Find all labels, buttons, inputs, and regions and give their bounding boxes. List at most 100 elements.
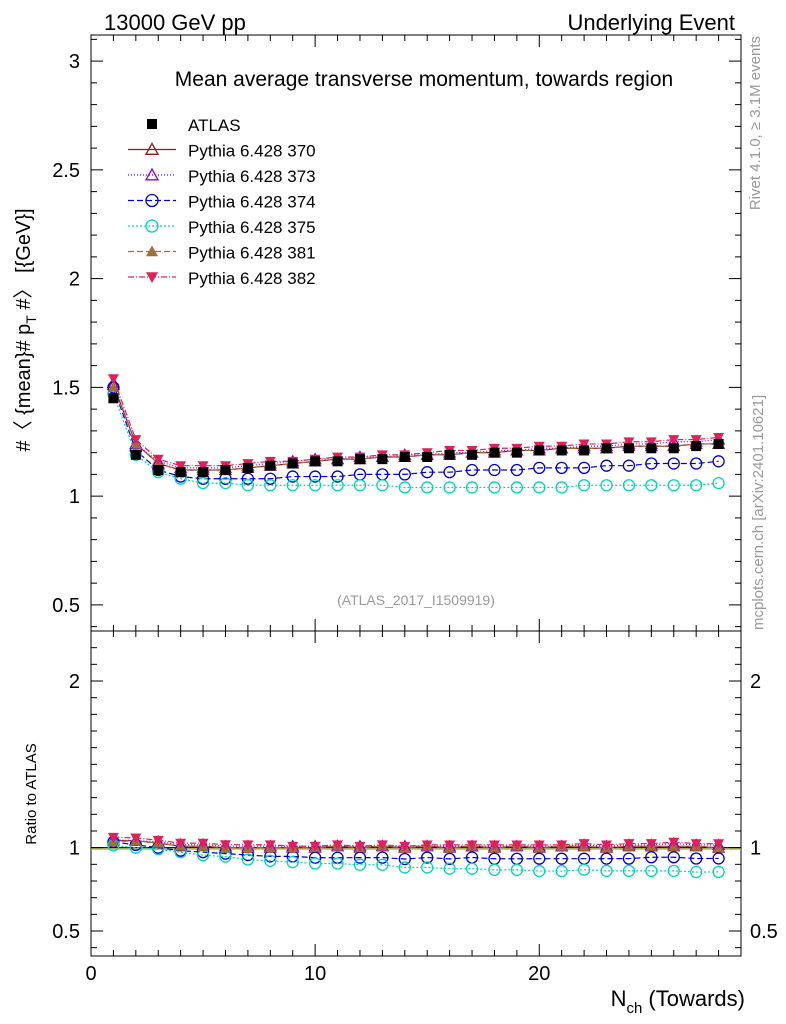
ratio-series-point [444,840,456,851]
ratio-series-point [309,841,321,852]
ratio-series-point [241,853,255,866]
y-tick-label: 3 [69,51,80,73]
ratio-y-axis-label: Ratio to ATLAS [23,743,40,844]
y-tick-label: 1 [69,486,80,508]
series-point [577,479,591,492]
series-point [555,481,568,494]
data-point [130,449,141,460]
series-point [421,481,434,494]
series-point [577,461,591,475]
series-point [107,374,119,385]
data-point [623,443,634,454]
series-point [465,481,479,494]
ratio-series-point [443,852,456,866]
data-point [534,445,545,456]
ratio-series-point [264,840,276,851]
legend-label: Pythia 6.428 373 [188,167,316,186]
legend-marker-data [147,119,157,129]
legend-label: Pythia 6.428 374 [188,193,316,212]
series-point [152,454,164,465]
series-point [196,476,210,490]
ratio-series-point [577,863,591,876]
ratio-series-point [645,864,658,878]
header-right: Underlying Event [567,10,735,35]
ratio-series-point [667,864,680,878]
series-point [308,479,322,492]
data-point [287,458,298,469]
ratio-series-point [308,857,322,870]
series-point [241,479,255,492]
ratio-series-point [286,856,299,869]
series-point [690,457,703,470]
legend-marker [145,219,159,233]
ratio-series-point [421,861,434,874]
legend-label-data: ATLAS [188,116,241,135]
data-point [265,460,276,471]
ratio-series-point [623,839,635,850]
series-point [421,466,434,479]
series-point [308,470,322,483]
ratio-series-point [667,851,680,864]
series-point [175,461,187,472]
series-point [510,463,524,477]
data-point [511,447,522,458]
ratio-series-line [113,836,719,847]
series-point [690,435,702,446]
series-point [264,479,277,492]
series-point [331,470,344,483]
legend-label: Pythia 6.428 381 [188,244,316,263]
ratio-series-point [510,863,524,877]
series-point [488,463,501,477]
ratio-series-point [421,851,434,864]
series-point [690,479,703,492]
series-point [398,468,411,481]
data-point [242,462,253,473]
data-point [332,456,343,467]
series-point [241,472,255,485]
x-tick-label: 10 [304,963,326,985]
ratio-series-point [376,840,388,851]
data-point [422,451,433,462]
ratio-series-point [354,841,366,852]
series-point [286,470,299,483]
ratio-series-point [601,840,613,851]
legend-marker [144,167,160,181]
series-point [130,435,142,446]
data-point [354,454,365,465]
series-point [398,481,411,494]
legend-marker [145,193,159,208]
y-tick-label: 1.5 [52,377,80,399]
series-point [488,481,501,494]
legend-label: Pythia 6.428 370 [188,142,316,161]
data-point [646,443,657,454]
data-point [579,445,590,456]
ratio-series-point [645,839,657,850]
series-line [112,384,719,471]
data-point [444,449,455,460]
ratio-series-point [376,851,389,864]
header-left: 13000 GeV pp [104,10,246,35]
analysis-tag: (ATLAS_2017_I1509919) [337,592,495,608]
ratio-series-point [533,864,546,878]
ratio-series-point [713,839,725,850]
ratio-series-point [690,852,703,865]
ratio-y-tick-label-right: 2 [750,671,761,693]
series-point [555,461,568,475]
ratio-series-point [488,840,500,851]
series-point [600,459,613,472]
series-point [667,479,680,492]
ratio-series-point [712,852,725,865]
ratio-axes: 0 10 20 0.5 0.5 1 1 2 2 [52,631,778,985]
ratio-series-point [398,861,411,874]
data-point [668,443,679,454]
ratio-series-point [600,852,613,865]
ratio-y-tick-label-right: 1 [750,838,761,860]
series-line [112,387,719,471]
ratio-series-point [488,863,501,877]
series-line [112,378,719,467]
series-point [533,481,546,494]
x-tick-label: 0 [85,963,96,985]
ratio-plot-series [91,832,741,879]
data-point [198,467,209,478]
